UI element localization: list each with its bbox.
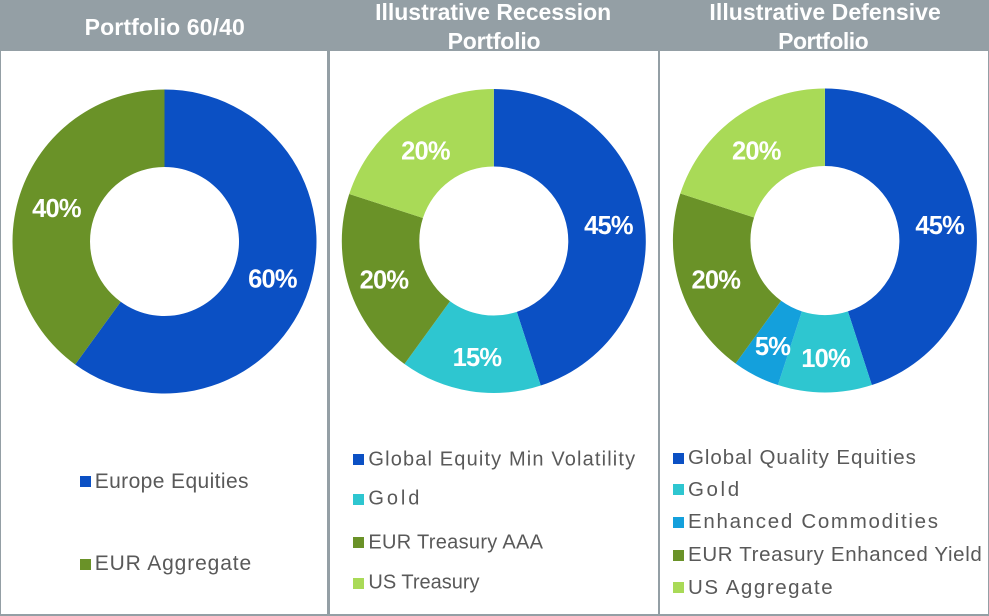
svg-text:45%: 45%: [915, 212, 964, 240]
svg-text:20%: 20%: [691, 266, 740, 294]
svg-text:10%: 10%: [801, 345, 850, 373]
svg-text:20%: 20%: [732, 138, 781, 166]
svg-text:20%: 20%: [360, 266, 409, 294]
svg-text:20%: 20%: [401, 138, 450, 166]
svg-text:60%: 60%: [248, 265, 297, 293]
svg-text:45%: 45%: [584, 212, 633, 240]
svg-text:40%: 40%: [32, 195, 81, 223]
svg-text:15%: 15%: [453, 344, 502, 372]
svg-text:5%: 5%: [755, 333, 790, 361]
